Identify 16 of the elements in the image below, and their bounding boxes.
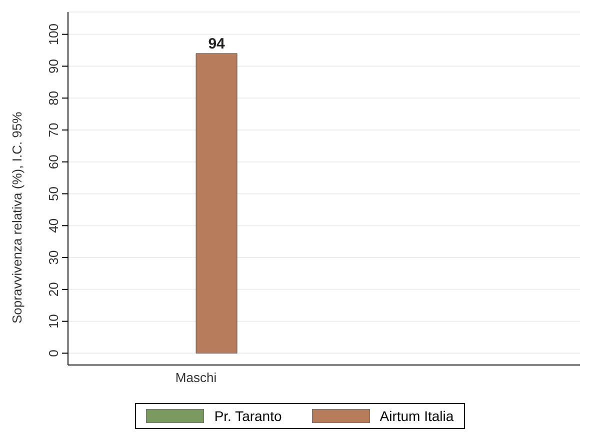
legend-label: Pr. Taranto xyxy=(213,408,282,424)
legend-label: Airtum Italia xyxy=(378,408,454,424)
data-label: 94 xyxy=(208,35,226,52)
y-tick-label: 0 xyxy=(46,350,61,357)
y-tick-label: 10 xyxy=(46,314,61,329)
y-tick-label: 90 xyxy=(46,58,61,74)
y-tick-label: 30 xyxy=(46,250,61,265)
y-tick-label: 40 xyxy=(46,218,61,233)
y-tick-label: 100 xyxy=(46,23,61,46)
y-tick-label: 80 xyxy=(46,90,61,106)
y-tick-label: 50 xyxy=(46,186,61,201)
y-tick-label: 70 xyxy=(46,122,61,138)
y-tick-label: 20 xyxy=(46,282,61,297)
x-tick-label: Maschi xyxy=(175,370,217,386)
y-axis-title: Sopravvivenza relativa (%), I.C. 95% xyxy=(10,111,25,324)
y-tick-label: 60 xyxy=(46,154,61,170)
